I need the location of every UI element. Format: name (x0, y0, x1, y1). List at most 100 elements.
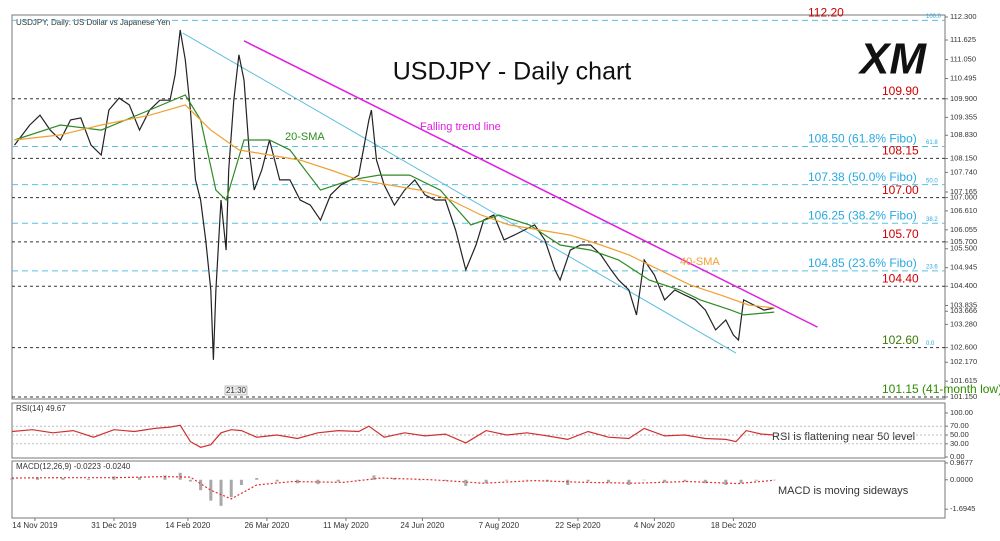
logo: XM (857, 35, 927, 84)
histogram-bar (255, 478, 259, 480)
y-tick-label: 107.165 (950, 187, 977, 196)
x-tick-label: 22 Sep 2020 (555, 521, 601, 530)
y-tick-label: 30.00 (950, 439, 969, 448)
trend-line (243, 40, 818, 328)
level-label: 101.15 (41-month low) (882, 382, 1000, 396)
x-tick-label: 14 Nov 2019 (12, 521, 58, 530)
histogram-bar (703, 479, 707, 484)
level-label: 109.90 (882, 84, 919, 98)
x-tick-label: 7 Aug 2020 (479, 521, 520, 530)
histogram-bar (586, 479, 590, 482)
level-label: 107.38 (50.0% Fibo) (808, 170, 917, 184)
chart-title: USDJPY - Daily chart (393, 58, 632, 86)
level-label: 108.15 (882, 144, 919, 158)
fibo-tag: 0.0 (926, 341, 935, 347)
y-tick-label: 105.500 (950, 244, 977, 253)
y-tick-label: 109.355 (950, 112, 977, 121)
fibo-tag: 50.0 (926, 178, 938, 184)
x-tick-label: 11 May 2020 (323, 521, 369, 530)
level-label: 104.85 (23.6% Fibo) (808, 256, 917, 270)
histogram-bar (484, 479, 488, 484)
histogram-bar (209, 479, 213, 501)
histogram-bar (336, 479, 340, 482)
histogram-bar (392, 478, 396, 480)
y-tick-label: 0.9677 (950, 458, 973, 467)
histogram-bar (275, 479, 279, 482)
rsi-annotation: RSI is flattening near 50 level (772, 431, 915, 443)
histogram-bar (229, 479, 233, 498)
y-tick-label: 70.00 (950, 421, 969, 430)
histogram-bar (607, 479, 611, 483)
histogram-bar (239, 479, 243, 485)
y-tick-label: 110.495 (950, 74, 977, 83)
x-tick-label: 4 Nov 2020 (634, 521, 675, 530)
histogram-bar (525, 479, 529, 481)
level-label: 108.50 (61.8% Fibo) (808, 132, 917, 146)
histogram-bar (296, 479, 300, 484)
histogram-bar (219, 479, 223, 506)
histogram-bar (724, 479, 728, 485)
histogram-bar (35, 477, 39, 480)
rsi-panel (11, 402, 946, 459)
y-tick-label: 0.00 (950, 452, 965, 461)
y-tick-label: 103.280 (950, 319, 977, 328)
histogram-bar (754, 479, 758, 481)
fibo-tag: 38.2 (926, 217, 938, 223)
histogram-bar (10, 478, 14, 480)
series-label: 20-SMA (285, 131, 325, 143)
y-tick-label: 100.00 (950, 408, 973, 417)
macd-title: MACD(12,26,9) -0.0223 -0.0240 (16, 462, 131, 471)
y-tick-label: 102.170 (950, 357, 977, 366)
histogram-bar (739, 479, 743, 484)
signal-line (11, 475, 775, 500)
x-tick-label: 31 Dec 2019 (91, 521, 137, 530)
y-tick-label: 50.00 (950, 430, 969, 439)
y-tick-label: 107.000 (950, 193, 977, 202)
y-tick-label: 108.830 (950, 130, 977, 139)
y-tick-label: 104.400 (950, 281, 977, 290)
y-tick-label: 112.300 (950, 12, 977, 21)
histogram-bar (627, 479, 631, 485)
rsi-title: RSI(14) 49.67 (16, 404, 66, 413)
time-box (224, 385, 248, 396)
y-tick-label: -1.6945 (950, 504, 975, 513)
fibo-tag: 100.0 (926, 14, 942, 20)
trend-line (182, 32, 737, 354)
time-label: 21:30 (226, 386, 247, 395)
histogram-bar (464, 479, 468, 486)
rsi-line (11, 424, 775, 448)
series-label: 40-SMA (680, 256, 720, 268)
x-tick-label: 26 Mar 2020 (244, 521, 289, 530)
histogram-bar (443, 479, 447, 481)
y-tick-label: 102.600 (950, 343, 977, 352)
level-label: 112.20 (808, 6, 844, 20)
price-panel (11, 14, 946, 400)
fibo-tag: 23.6 (926, 264, 938, 270)
chart-subtitle: USDJPY, Daily: US Dollar vs Japanese Yen (16, 18, 170, 27)
level-label: 102.60 (882, 333, 919, 347)
x-tick-label: 18 Dec 2020 (711, 521, 757, 530)
level-label: 105.70 (882, 227, 919, 241)
histogram-bar (199, 479, 203, 491)
sma-line (14, 94, 775, 316)
trend-line-label: Falling trend line (420, 121, 501, 133)
histogram-bar (418, 479, 422, 481)
y-tick-label: 103.835 (950, 300, 977, 309)
y-tick-label: 106.055 (950, 225, 977, 234)
y-tick-label: 105.700 (950, 237, 977, 246)
histogram-bar (188, 479, 192, 482)
level-label: 106.25 (38.2% Fibo) (808, 208, 917, 222)
y-tick-label: 101.150 (950, 392, 977, 401)
y-tick-label: 111.625 (950, 35, 976, 44)
x-tick-label: 24 Jun 2020 (400, 521, 445, 530)
y-tick-label: 109.900 (950, 94, 977, 103)
histogram-bar (86, 478, 90, 480)
y-tick-label: 0.0000 (950, 475, 973, 484)
y-tick-label: 107.740 (950, 167, 977, 176)
level-label: 104.40 (882, 271, 919, 285)
histogram-bar (316, 479, 320, 485)
sma-line (14, 104, 775, 309)
macd-annotation: MACD is moving sideways (778, 485, 909, 497)
y-tick-label: 103.666 (950, 306, 977, 315)
